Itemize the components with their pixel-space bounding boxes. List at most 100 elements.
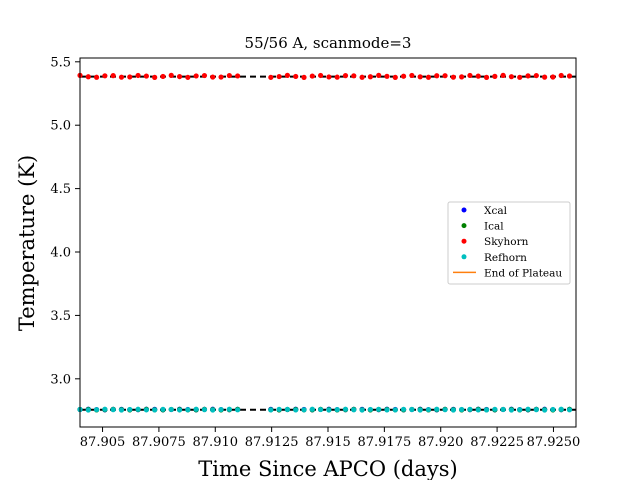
data-point-skyhorn [235, 73, 241, 79]
data-point-refhorn [359, 407, 365, 413]
data-point-refhorn [201, 406, 208, 413]
legend-marker [461, 238, 467, 244]
data-point-skyhorn [176, 73, 183, 80]
data-point-skyhorn [135, 72, 141, 79]
data-point-skyhorn [392, 74, 398, 81]
data-point-refhorn [185, 407, 191, 413]
data-point-skyhorn [293, 73, 299, 80]
data-point-skyhorn [450, 74, 456, 80]
data-point-skyhorn [442, 73, 448, 79]
data-point-skyhorn [467, 72, 473, 79]
data-point-skyhorn [210, 74, 216, 80]
legend-marker [461, 207, 467, 213]
data-point-refhorn [351, 407, 357, 413]
data-point-refhorn [459, 406, 465, 413]
data-point-refhorn [276, 406, 282, 412]
data-point-skyhorn [185, 74, 191, 80]
data-point-skyhorn [492, 73, 498, 79]
data-point-refhorn [558, 406, 564, 412]
data-point-skyhorn [201, 72, 208, 79]
data-point-refhorn [218, 406, 224, 413]
y-tick-label: 5.0 [50, 119, 71, 134]
x-tick-label: 87.9075 [132, 435, 186, 450]
data-point-skyhorn [475, 73, 481, 79]
data-point-refhorn [342, 406, 349, 412]
data-point-refhorn [326, 407, 332, 413]
x-tick-label: 87.915 [305, 435, 351, 450]
data-point-skyhorn [226, 72, 232, 79]
data-point-refhorn [110, 407, 116, 413]
data-point-skyhorn [102, 73, 108, 79]
data-point-skyhorn [417, 74, 423, 80]
data-point-refhorn [152, 407, 158, 413]
data-point-refhorn [425, 407, 432, 413]
x-tick-label: 87.9225 [470, 435, 524, 450]
data-points [77, 72, 573, 413]
data-point-refhorn [367, 406, 373, 413]
data-point-skyhorn [517, 74, 523, 80]
y-tick-label: 4.0 [50, 246, 71, 261]
data-point-refhorn [118, 407, 125, 413]
data-point-refhorn [467, 406, 473, 412]
data-point-refhorn [301, 407, 307, 413]
data-point-refhorn [160, 406, 166, 412]
data-point-refhorn [143, 407, 149, 413]
data-point-refhorn [293, 407, 299, 413]
x-tick-label: 87.9175 [357, 435, 411, 450]
data-point-refhorn [566, 407, 573, 413]
data-point-skyhorn [85, 74, 91, 80]
x-tick-label: 87.9125 [245, 435, 299, 450]
data-point-refhorn [102, 406, 108, 412]
data-point-refhorn [434, 406, 440, 412]
data-point-skyhorn [359, 74, 365, 80]
legend-label: End of Plateau [484, 267, 562, 279]
data-point-skyhorn [193, 73, 199, 79]
data-point-refhorn [268, 407, 274, 413]
data-point-skyhorn [566, 73, 573, 79]
data-point-refhorn [442, 407, 448, 413]
data-point-refhorn [525, 406, 531, 412]
data-point-skyhorn [268, 74, 274, 80]
data-point-skyhorn [168, 72, 174, 78]
legend-label: Skyhorn [484, 236, 529, 248]
data-point-refhorn [318, 406, 324, 413]
data-point-skyhorn [550, 74, 556, 80]
data-point-refhorn [334, 407, 340, 413]
data-point-refhorn [542, 407, 548, 413]
data-point-skyhorn [409, 72, 415, 79]
legend-marker [461, 223, 467, 229]
x-axis: 87.905 87.9075 87.910 87.9125 87.915 87.9175 8… [80, 427, 581, 450]
data-point-refhorn [483, 407, 490, 413]
data-point-skyhorn [558, 72, 564, 79]
data-point-refhorn [492, 406, 498, 412]
data-point-refhorn [85, 407, 91, 413]
data-point-skyhorn [326, 74, 332, 80]
data-point-skyhorn [318, 72, 324, 79]
legend-label: Refhorn [484, 252, 527, 264]
data-point-skyhorn [334, 74, 340, 80]
data-point-refhorn [168, 406, 174, 413]
data-point-skyhorn [160, 73, 166, 80]
data-point-refhorn [417, 407, 423, 413]
chart-title: 55/56 A, scanmode=3 [245, 34, 412, 52]
data-point-refhorn [127, 406, 133, 413]
data-point-skyhorn [110, 73, 116, 79]
legend-box [447, 201, 571, 285]
data-point-refhorn [500, 406, 506, 413]
data-point-skyhorn [118, 74, 125, 80]
data-point-skyhorn [525, 73, 531, 79]
y-tick-label: 3.5 [50, 309, 71, 324]
data-point-skyhorn [483, 74, 490, 80]
legend: Xcal Ical Skyhorn Refhorn End of Plateau [447, 201, 571, 285]
data-point-refhorn [508, 407, 515, 413]
data-point-refhorn [135, 406, 141, 412]
y-tick-label: 3.0 [50, 372, 71, 387]
data-point-refhorn [210, 407, 216, 413]
data-point-skyhorn [351, 73, 357, 79]
x-tick-label: 87.920 [418, 435, 464, 450]
data-point-refhorn [475, 407, 481, 413]
data-point-skyhorn [284, 72, 291, 78]
data-point-skyhorn [542, 74, 548, 80]
data-point-refhorn [533, 407, 539, 413]
x-tick-label: 87.9250 [527, 435, 581, 450]
